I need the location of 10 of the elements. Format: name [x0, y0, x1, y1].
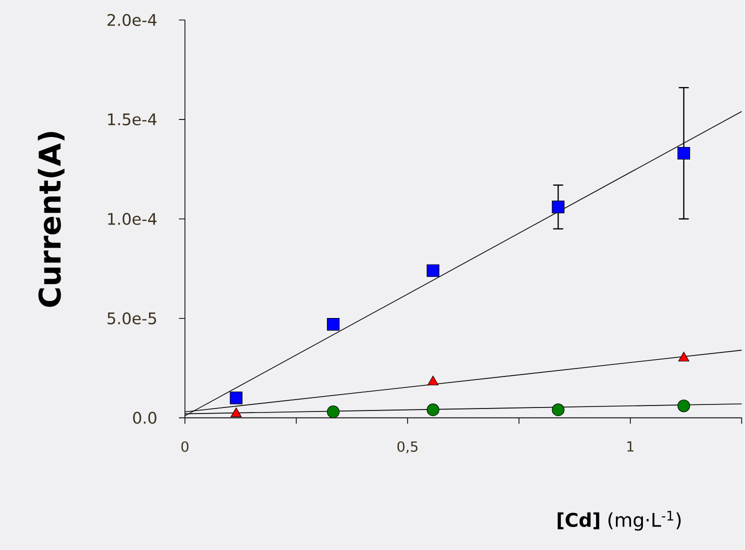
- x-axis-title: [Cd] (mg·L$^{-1}$): [558, 510, 681, 531]
- y-tick-label: 5.0e-5: [108, 312, 156, 324]
- x-tick-label: 0,5: [397, 441, 418, 454]
- y-axis-title: Current(A): [38, 132, 64, 307]
- y-tick-label: 1.0e-4: [108, 213, 157, 226]
- y-tick-label: 0.0: [133, 412, 156, 424]
- y-tick-label: 2.0e-4: [108, 14, 157, 26]
- x-tick-label: 0: [181, 441, 188, 452]
- x-tick-label: 1: [627, 441, 634, 452]
- y-tick-label: 1.5e-4: [108, 114, 157, 126]
